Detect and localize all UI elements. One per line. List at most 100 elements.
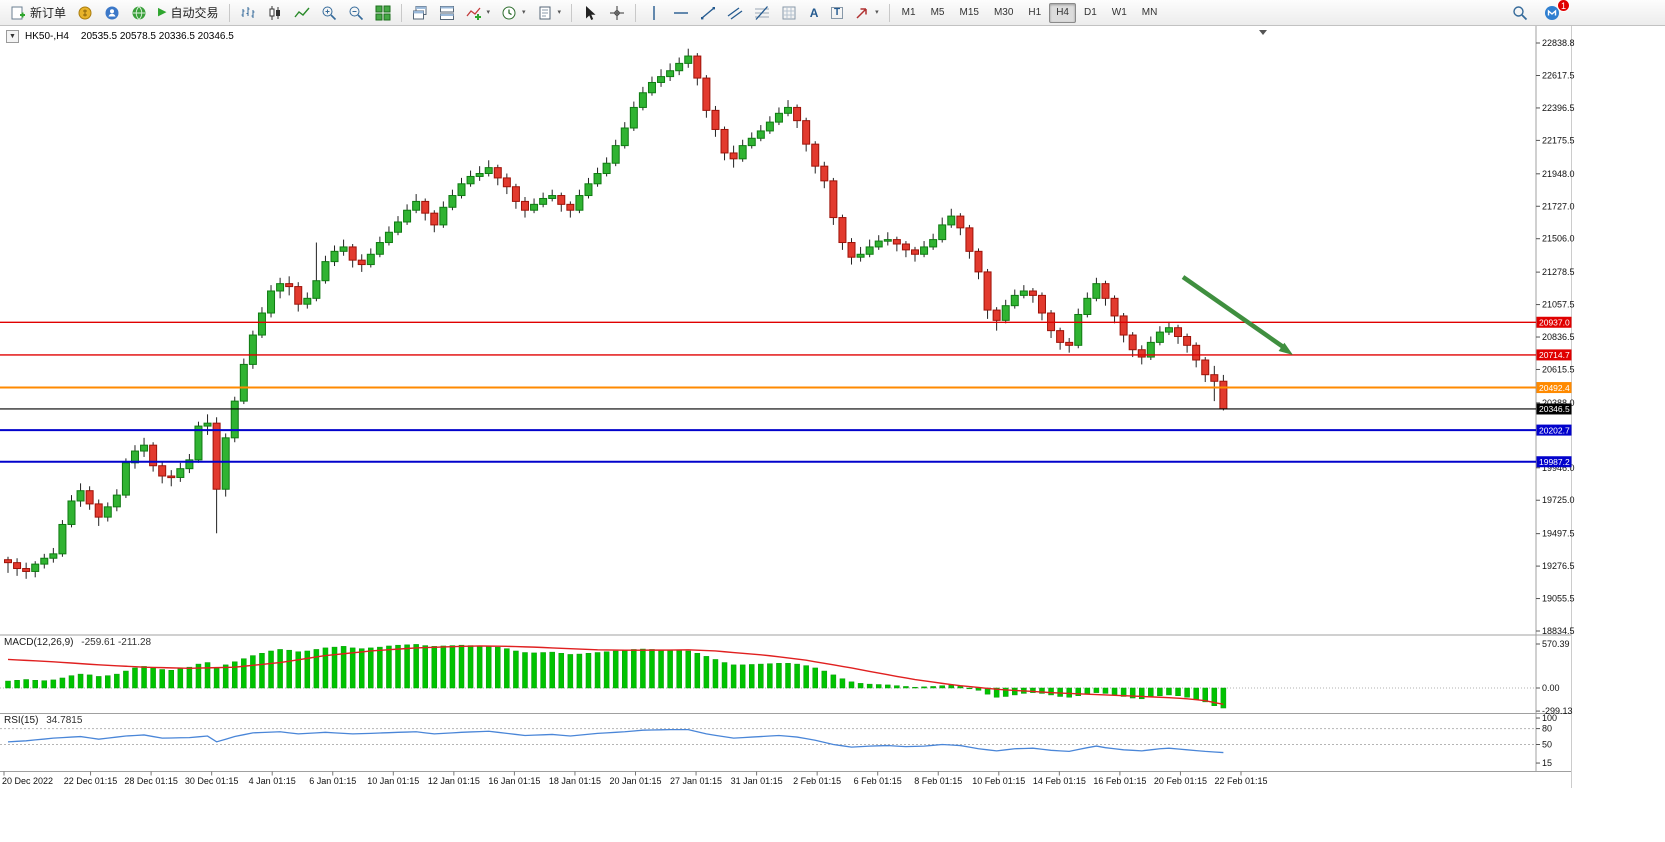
grid-button[interactable] xyxy=(776,2,802,24)
candle-up xyxy=(548,195,557,199)
macd-bar xyxy=(105,675,111,689)
horizontal-line-icon xyxy=(674,11,689,14)
crosshair-button[interactable] xyxy=(604,2,630,24)
one-click-trading-toggle[interactable]: ▼ xyxy=(6,30,19,43)
templates-button[interactable]: ▾ xyxy=(532,2,567,24)
candle-up xyxy=(883,239,892,242)
price-axis[interactable]: 22838.8 22617.5 22396.5 22175.5 21948.0 21727… xyxy=(1536,38,1575,636)
macd-bar xyxy=(159,669,165,689)
rsi-name: RSI(15) xyxy=(4,715,39,726)
candle-down xyxy=(294,286,303,305)
price-tick-label: 21727.0 xyxy=(1542,201,1575,211)
macd-bar xyxy=(259,653,265,689)
candle-up xyxy=(339,246,348,252)
timeframe-button-m1[interactable]: M1 xyxy=(895,3,923,23)
bar-chart-button[interactable] xyxy=(235,2,261,24)
chevron-down-icon: ▾ xyxy=(522,9,526,16)
macd-bar xyxy=(1166,687,1172,696)
timeframe-button-h1[interactable]: H1 xyxy=(1021,3,1048,23)
candle-down xyxy=(693,55,702,79)
time-axis[interactable]: 20 Dec 2022 22 Dec 01:15 28 Dec 01:15 30 De… xyxy=(2,771,1268,787)
cascade-windows-icon xyxy=(412,5,426,19)
horizontal-line-button[interactable] xyxy=(668,2,694,24)
macd-bar xyxy=(377,646,383,689)
macd-bar xyxy=(422,645,428,689)
candlestick-chart-button[interactable] xyxy=(262,2,288,24)
time-axis-label: 2 Feb 01:15 xyxy=(793,776,841,786)
help-button[interactable] xyxy=(126,2,152,24)
cascade-windows-button[interactable] xyxy=(407,2,433,24)
community-button[interactable]: 1 xyxy=(1539,0,1570,24)
macd-bar xyxy=(41,680,48,689)
tile-windows-button[interactable] xyxy=(370,2,396,24)
line-chart-button[interactable] xyxy=(289,2,315,24)
timeframe-button-w1[interactable]: W1 xyxy=(1105,3,1134,23)
macd-bar xyxy=(558,653,565,689)
candle-down xyxy=(1119,315,1128,336)
fibonacci-button[interactable] xyxy=(749,2,775,24)
price-tick-label: 20615.5 xyxy=(1542,364,1575,374)
cursor-button[interactable] xyxy=(577,2,603,24)
arrows-button[interactable]: ▾ xyxy=(849,2,884,24)
timeframe-button-mn[interactable]: MN xyxy=(1135,3,1165,23)
trend-arrow xyxy=(1181,275,1286,350)
new-order-button[interactable]: 新订单 xyxy=(5,2,71,24)
candle-down xyxy=(729,152,738,160)
time-axis-label: 12 Jan 01:15 xyxy=(428,776,480,786)
macd-bar xyxy=(1157,687,1163,696)
candle-down xyxy=(1174,327,1183,338)
macd-bar xyxy=(1012,687,1018,696)
macd-bar xyxy=(241,658,247,689)
price-tick-label: 19055.5 xyxy=(1542,594,1575,604)
search-button[interactable] xyxy=(1507,2,1533,24)
price-level-badge xyxy=(1536,316,1572,328)
channel-button[interactable] xyxy=(722,2,748,24)
macd-bar xyxy=(930,686,936,689)
macd-bar xyxy=(522,652,528,689)
globe-icon xyxy=(132,5,146,20)
community-icon xyxy=(1545,5,1559,20)
zoom-out-button[interactable] xyxy=(343,2,369,24)
candle-up xyxy=(530,203,539,211)
macd-bar xyxy=(848,681,855,689)
macd-bar xyxy=(77,673,84,689)
text-button[interactable]: A xyxy=(803,2,825,24)
macd-bar xyxy=(14,680,20,689)
zoom-in-button[interactable] xyxy=(316,2,342,24)
chart-title: ▼ HK50-,H4 20535.5 20578.5 20336.5 20346… xyxy=(6,30,234,43)
macd-axis-label: -299.13 xyxy=(1542,706,1573,716)
candles xyxy=(4,48,1228,579)
market-button[interactable] xyxy=(72,2,98,24)
candle-up xyxy=(248,334,257,365)
macd-bar xyxy=(839,678,846,689)
indicators-button[interactable]: ▾ xyxy=(461,2,496,24)
macd-bar xyxy=(232,661,238,689)
tile-horizontal-button[interactable] xyxy=(434,2,460,24)
periods-button[interactable]: ▾ xyxy=(496,2,531,24)
candle-down xyxy=(847,242,856,258)
timeframe-button-h4[interactable]: H4 xyxy=(1049,2,1076,23)
label-button[interactable]: T xyxy=(826,2,848,24)
candle-up xyxy=(321,261,330,282)
candle-down xyxy=(892,239,901,245)
candle-down xyxy=(720,128,729,154)
symbol-period-label: HK50-,H4 xyxy=(25,31,69,42)
new-order-icon xyxy=(11,6,25,19)
candle-down xyxy=(493,167,502,179)
profile-button[interactable] xyxy=(99,2,125,24)
candle-up xyxy=(765,121,774,132)
candle-up xyxy=(675,62,684,72)
timeframe-button-m30[interactable]: M30 xyxy=(987,3,1020,23)
timeframe-button-m5[interactable]: M5 xyxy=(924,3,952,23)
macd-bar xyxy=(304,650,311,689)
macd-bar xyxy=(703,656,710,689)
chart-area[interactable]: 22838.8 22617.5 22396.5 22175.5 21948.0 21727… xyxy=(0,26,1665,842)
trendline-button[interactable] xyxy=(695,2,721,24)
macd-bar xyxy=(1184,687,1190,698)
timeframe-button-m15[interactable]: M15 xyxy=(952,3,985,23)
autotrading-button[interactable]: ▶ 自动交易 xyxy=(153,2,223,24)
timeframe-button-d1[interactable]: D1 xyxy=(1077,3,1104,23)
candle-up xyxy=(439,206,448,226)
vertical-line-button[interactable] xyxy=(641,2,667,24)
candle-down xyxy=(348,246,357,261)
